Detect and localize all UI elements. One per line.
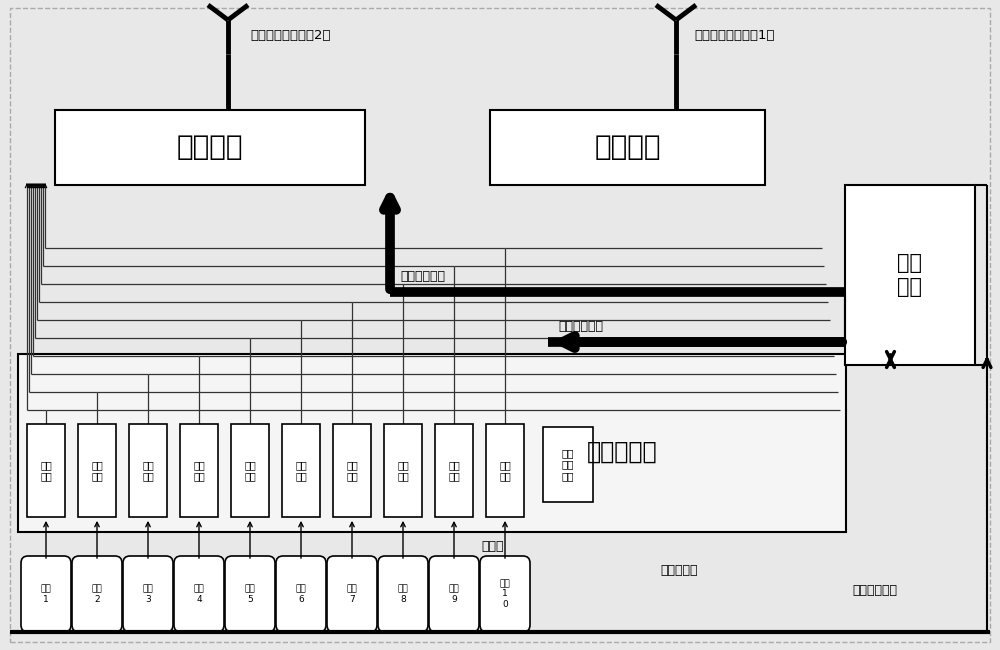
Bar (27, 424, 65, 517)
FancyBboxPatch shape (72, 556, 122, 632)
FancyBboxPatch shape (123, 556, 173, 632)
Bar (129, 424, 167, 517)
Text: 收发
开关: 收发 开关 (295, 460, 307, 481)
Text: 接收天线（天线口1）: 接收天线（天线口1） (694, 29, 774, 42)
Text: 发射天线（天线口2）: 发射天线（天线口2） (250, 29, 330, 42)
FancyBboxPatch shape (429, 556, 479, 632)
Bar (435, 424, 473, 517)
Text: 收发
开关: 收发 开关 (142, 460, 154, 481)
Text: 电台
1
0: 电台 1 0 (500, 579, 510, 609)
FancyBboxPatch shape (276, 556, 326, 632)
Bar (486, 424, 524, 517)
Bar (55, 110, 365, 185)
Text: 电台
8: 电台 8 (398, 584, 408, 604)
Text: 收发
开关
组件: 收发 开关 组件 (562, 448, 574, 481)
Text: 收发
开关: 收发 开关 (448, 460, 460, 481)
Text: 电台
1: 电台 1 (41, 584, 51, 604)
Bar (490, 110, 765, 185)
Text: 频率学接口: 频率学接口 (660, 564, 698, 577)
Bar (180, 424, 218, 517)
FancyBboxPatch shape (378, 556, 428, 632)
FancyBboxPatch shape (21, 556, 71, 632)
Bar (333, 424, 371, 517)
Text: 收发
开关: 收发 开关 (499, 460, 511, 481)
FancyBboxPatch shape (174, 556, 224, 632)
Text: 收发
开关: 收发 开关 (346, 460, 358, 481)
Text: 电台
9: 电台 9 (449, 584, 459, 604)
Bar (78, 424, 116, 517)
Text: 接收通路: 接收通路 (594, 133, 661, 161)
Bar (543, 427, 593, 502)
Text: 射频口: 射频口 (482, 540, 504, 553)
Bar (845, 185, 975, 365)
Text: 通路选择控制: 通路选择控制 (400, 270, 445, 283)
Text: 电台
3: 电台 3 (143, 584, 153, 604)
Bar (384, 424, 422, 517)
Text: 发射通路: 发射通路 (177, 133, 243, 161)
Bar (231, 424, 269, 517)
Text: 电台
2: 电台 2 (92, 584, 102, 604)
Text: 收发选择控制: 收发选择控制 (558, 320, 603, 333)
Text: 电台
4: 电台 4 (194, 584, 204, 604)
Text: 收发
开关: 收发 开关 (91, 460, 103, 481)
Text: 电台
6: 电台 6 (296, 584, 306, 604)
Bar (282, 424, 320, 517)
Bar (18, 354, 846, 532)
Text: 电台
7: 电台 7 (347, 584, 357, 604)
Text: 电台
5: 电台 5 (245, 584, 255, 604)
Text: 控制
模块: 控制 模块 (898, 254, 922, 296)
Text: 天线共用器: 天线共用器 (587, 440, 658, 464)
Text: 收发
开关: 收发 开关 (397, 460, 409, 481)
FancyBboxPatch shape (327, 556, 377, 632)
Text: 状态信息接口: 状态信息接口 (852, 584, 898, 597)
Text: 收发
开关: 收发 开关 (40, 460, 52, 481)
Text: 收发
开关: 收发 开关 (193, 460, 205, 481)
Text: 收发
开关: 收发 开关 (244, 460, 256, 481)
FancyBboxPatch shape (480, 556, 530, 632)
FancyBboxPatch shape (225, 556, 275, 632)
